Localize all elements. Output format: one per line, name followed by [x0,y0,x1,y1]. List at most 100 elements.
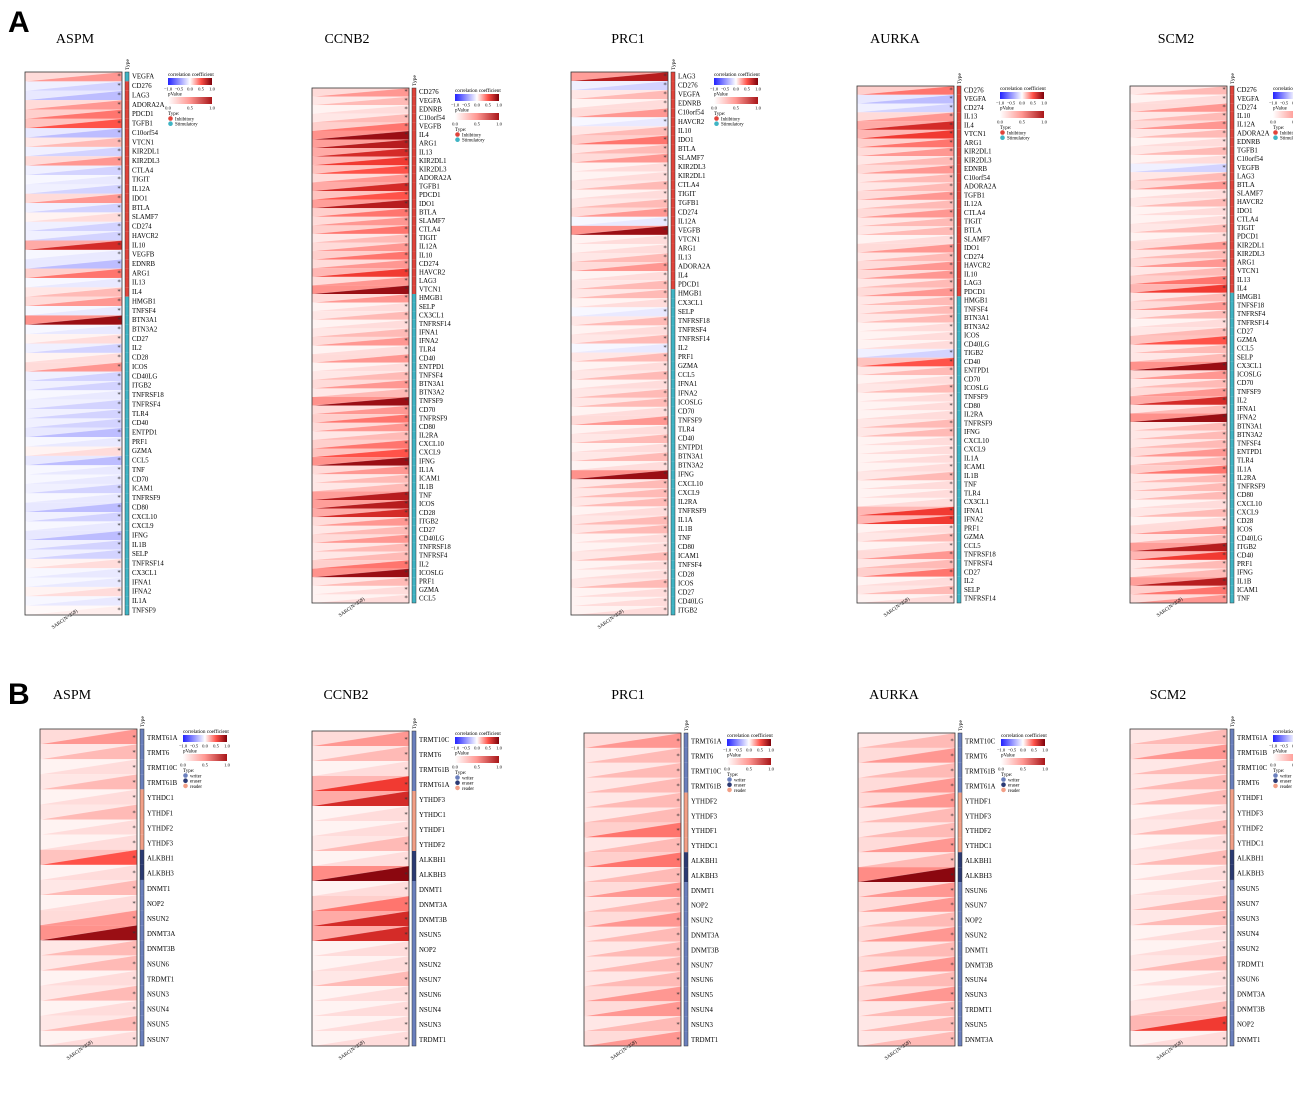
gene-label: SLAMF7 [678,155,705,162]
cell-diagonal [856,445,955,455]
gene-label: IFNA1 [678,381,697,388]
cell-diagonal [24,558,123,569]
legend-p-tick: 1.0 [1042,767,1048,772]
significance-mark: * [663,245,667,252]
significance-mark: * [663,282,667,289]
gene-label: CTLA4 [964,210,986,217]
type-bar-cell [125,558,129,569]
heatmap-cell-correlation [858,792,955,808]
type-bar-cell [412,251,416,260]
significance-mark: * [404,962,408,969]
legend-p-bar [727,758,771,765]
type-bar-cell [140,759,144,775]
significance-mark: * [663,74,667,81]
cell-diagonal [857,807,956,823]
heatmap-cell-correlation [857,94,954,104]
type-bar-cell [671,443,675,453]
significance-mark: * [117,308,121,315]
significance-mark: * [676,1022,680,1029]
significance-mark: * [132,780,136,787]
legend-p-tick: 0.5 [746,767,752,772]
gene-label: TNFRSF18 [132,392,164,399]
gene-label: TGFB1 [964,192,985,199]
type-bar-cell [140,925,144,941]
significance-mark: * [949,376,953,383]
gene-label: EDNRB [419,106,443,113]
significance-mark: * [949,438,953,445]
gene-label: C10orf54 [678,110,705,117]
significance-mark: * [117,242,121,249]
legend-type-dot [168,121,173,126]
significance-mark: * [949,289,953,296]
significance-mark: * [663,408,667,415]
legend-type-title: Type: [1273,126,1284,131]
gene-label: LAG3 [132,92,150,99]
type-bar-cell [684,926,688,942]
significance-mark: * [949,315,953,322]
legend-type-label: Stimulatory [1007,137,1030,142]
cell-diagonal [570,298,669,308]
gene-label: GZMA [964,534,984,541]
legend-type-label: writer [1008,779,1020,784]
type-bar-cell [671,189,675,199]
cell-diagonal [39,925,138,941]
cell-diagonal [856,559,955,569]
legend-corr-tick: 0.5 [213,744,219,749]
gene-label: KIR2DL1 [964,149,992,156]
heatmap-cell-correlation [312,113,409,123]
type-header: Type [1230,73,1236,84]
significance-mark: * [1222,199,1226,206]
type-bar-cell [140,804,144,820]
type-bar-cell [125,118,129,129]
cell-diagonal [24,362,123,372]
significance-mark: * [404,812,408,819]
gene-label: PRF1 [1237,561,1253,568]
cell-diagonal [311,336,410,346]
type-bar-cell [1230,910,1234,926]
significance-mark: * [404,287,408,294]
legend-p-tick: 0.5 [1019,120,1025,125]
type-bar-frame [124,71,130,616]
type-bar-cell [958,822,962,838]
significance-mark: * [1222,570,1226,577]
legend-p-title: pValue [727,754,742,759]
heatmap-cell-correlation [312,208,409,217]
type-bar-cell [1230,729,1234,745]
significance-mark: * [132,1007,136,1014]
cell-diagonal [24,277,123,288]
type-bar-cell [1230,789,1234,805]
gene-label: CD40 [1237,553,1254,560]
significance-mark: * [1222,285,1226,292]
gene-label: ALKBH1 [691,858,718,865]
gene-label: LAG3 [419,278,437,285]
gene-label: CD274 [678,209,698,216]
significance-mark: * [404,484,408,491]
heatmap-frame [1129,85,1228,604]
legend-p-bar [455,113,499,120]
type-bar-cell [958,733,962,748]
gene-label: GZMA [678,363,698,370]
type-bar-cell [412,156,416,166]
cell-diagonal [583,762,682,778]
significance-mark: * [949,341,953,348]
type-bar-cell [125,446,129,456]
cell-diagonal [1129,335,1228,345]
significance-mark: * [1222,735,1226,742]
significance-mark: * [663,417,667,424]
gene-label: TRMT61A [691,739,722,746]
gene-label: PDCD1 [132,111,154,118]
type-bar-cell [957,156,961,165]
cell-diagonal [570,415,669,426]
type-bar-cell [412,225,416,234]
type-bar-cell [412,491,416,500]
heatmap-frame [39,728,138,1047]
significance-mark: * [117,261,121,268]
cell-diagonal [856,506,955,516]
significance-mark: * [949,455,953,462]
cell-diagonal [311,730,410,747]
type-bar-cell [125,81,129,91]
significance-mark: * [1222,415,1226,422]
significance-mark: * [950,1022,954,1029]
gene-label: TNFRSF14 [964,596,996,603]
